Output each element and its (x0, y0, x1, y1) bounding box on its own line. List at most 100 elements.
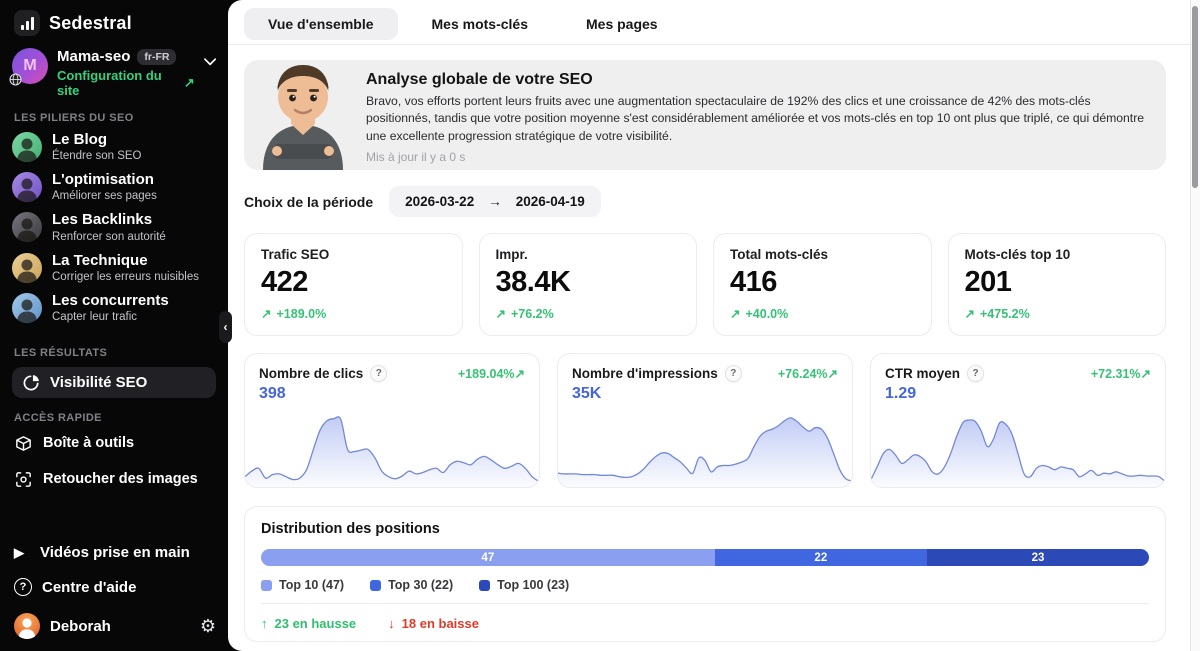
question-mark-badge-icon[interactable]: ? (967, 365, 984, 382)
pillar-avatar (12, 212, 42, 242)
sidebar-collapse-handle[interactable]: ‹ (219, 311, 232, 343)
play-icon: ▶ (14, 545, 30, 561)
site-avatar: M (12, 48, 48, 84)
period-row: Choix de la période 2026-03-22 → 2026-04… (244, 186, 1166, 217)
quick-item-label: Boîte à outils (43, 435, 134, 451)
sedestral-logo-icon (14, 10, 40, 36)
legend-item-top100: Top 100 (23) (479, 578, 569, 592)
trend-up-arrow-icon: ↗ (730, 306, 740, 321)
quick-section-label: ACCÈS RAPIDE (14, 412, 216, 424)
stats-row: Trafic SEO 422 ↗ +189.0% Impr. 38.4K ↗ +… (244, 233, 1166, 336)
sidebar-item-visibilite-seo[interactable]: Visibilité SEO (12, 367, 216, 398)
videos-label: Vidéos prise en main (40, 544, 190, 561)
pillar-title: Les concurrents (52, 293, 169, 309)
scrollbar-thumb[interactable] (1192, 6, 1198, 188)
bar-segment-top30[interactable]: 22 (715, 549, 927, 566)
main-content: Vue d'ensemble Mes mots-clés Mes pages (228, 0, 1200, 651)
pillar-subtitle: Étendre son SEO (52, 150, 142, 162)
distribution-divider (261, 603, 1149, 604)
segment-value: 23 (1032, 552, 1045, 564)
image-retouch-icon (14, 470, 33, 489)
site-config-link[interactable]: Configuration du site ↗ (57, 68, 195, 98)
trend-up-arrow-icon: ↗ (828, 367, 838, 381)
brand[interactable]: Sedestral (12, 10, 216, 36)
bar-segment-top10[interactable]: 47 (261, 549, 715, 566)
site-config-label: Configuration du site (57, 68, 179, 98)
help-label: Centre d'aide (42, 579, 136, 596)
sidebar-item-backlinks[interactable]: Les Backlinks Renforcer son autorité (12, 212, 216, 242)
stat-label: Total mots-clés (730, 247, 915, 262)
sidebar-item-centre-aide[interactable]: ? Centre d'aide (12, 578, 216, 596)
gear-icon[interactable]: ⚙ (200, 616, 216, 637)
pillar-title: Le Blog (52, 132, 142, 148)
bar-segment-top100[interactable]: 23 (927, 549, 1149, 566)
pillar-subtitle: Capter leur trafic (52, 311, 169, 323)
site-info: Mama-seo fr-FR Configuration du site ↗ (57, 48, 195, 98)
pillar-avatar (12, 172, 42, 202)
distribution-title: Distribution des positions (261, 521, 1149, 537)
legend-swatch-icon (261, 580, 272, 591)
question-mark-badge-icon[interactable]: ? (370, 365, 387, 382)
sidebar-item-concurrents[interactable]: Les concurrents Capter leur trafic (12, 293, 216, 323)
distribution-legend: Top 10 (47) Top 30 (22) Top 100 (23) (261, 578, 1149, 592)
sidebar-item-videos[interactable]: ▶ Vidéos prise en main (12, 544, 216, 561)
arrow-right-icon: → (488, 194, 502, 209)
sidebar-item-le-blog[interactable]: Le Blog Étendre son SEO (12, 132, 216, 162)
chart-title: Nombre d'impressions (572, 366, 718, 381)
pillars-section-label: LES PILIERS DU SEO (14, 112, 216, 124)
stat-card-mots-cles-top10: Mots-clés top 10 201 ↗ +475.2% (948, 233, 1167, 336)
scrollbar-track[interactable] (1190, 0, 1200, 651)
user-avatar (14, 613, 40, 639)
arrow-down-icon: ↓ (388, 616, 395, 631)
period-picker[interactable]: 2026-03-22 → 2026-04-19 (389, 186, 601, 217)
area-chart-ctr (871, 403, 1165, 487)
stat-label: Mots-clés top 10 (965, 247, 1150, 262)
pillar-title: L'optimisation (52, 172, 157, 188)
period-end-date[interactable]: 2026-04-19 (516, 194, 585, 209)
sidebar-item-boite-a-outils[interactable]: Boîte à outils (14, 434, 216, 453)
stat-value: 416 (730, 266, 915, 299)
sidebar: Sedestral M Mama-seo fr-FR Configuration… (0, 0, 228, 651)
results-item-label: Visibilité SEO (50, 374, 147, 391)
sidebar-item-technique[interactable]: La Technique Corriger les erreurs nuisib… (12, 253, 216, 283)
pillar-title: Les Backlinks (52, 212, 166, 228)
chart-card-clics: Nombre de clics ? +189.04%↗ 398 (244, 353, 540, 488)
stat-delta-value: +475.2% (980, 307, 1030, 321)
user-row[interactable]: Deborah ⚙ (12, 613, 216, 639)
area-chart-clics (245, 403, 539, 487)
question-mark-badge-icon[interactable]: ? (725, 365, 742, 382)
chart-title: Nombre de clics (259, 366, 363, 381)
legend-swatch-icon (370, 580, 381, 591)
pillar-avatar (12, 293, 42, 323)
period-start-date[interactable]: 2026-03-22 (405, 194, 474, 209)
tab-mes-mots-cles[interactable]: Mes mots-clés (408, 8, 552, 40)
analysis-body: Bravo, vos efforts portent leurs fruits … (366, 93, 1148, 145)
pillar-subtitle: Corriger les erreurs nuisibles (52, 271, 199, 283)
trend-up-arrow-icon: ↗ (965, 306, 975, 321)
stat-label: Trafic SEO (261, 247, 446, 262)
stat-delta: ↗ +40.0% (730, 306, 915, 321)
stacked-position-bar: 47 22 23 (261, 549, 1149, 566)
pillar-title: La Technique (52, 253, 199, 269)
stat-label: Impr. (496, 247, 681, 262)
chevron-down-icon[interactable] (204, 58, 216, 66)
analysis-text: Analyse globale de votre SEO Bravo, vos … (362, 60, 1166, 170)
site-name: Mama-seo (57, 48, 130, 65)
trend-up-arrow-icon: ↗ (496, 306, 506, 321)
arrow-up-icon: ↑ (261, 616, 268, 631)
pillar-avatar (12, 253, 42, 283)
stat-card-impressions: Impr. 38.4K ↗ +76.2% (479, 233, 698, 336)
tab-mes-pages[interactable]: Mes pages (562, 8, 682, 40)
site-selector[interactable]: M Mama-seo fr-FR Configuration du site ↗ (12, 48, 216, 98)
stat-delta: ↗ +475.2% (965, 306, 1150, 321)
stat-delta: ↗ +189.0% (261, 306, 446, 321)
external-link-arrow-icon: ↗ (184, 75, 195, 91)
stat-card-total-mots-cles: Total mots-clés 416 ↗ +40.0% (713, 233, 932, 336)
sidebar-item-retoucher-images[interactable]: Retoucher des images (14, 470, 216, 489)
pillar-subtitle: Améliorer ses pages (52, 190, 157, 202)
legend-swatch-icon (479, 580, 490, 591)
segment-value: 47 (481, 552, 494, 564)
legend-item-top10: Top 10 (47) (261, 578, 344, 592)
tab-vue-densemble[interactable]: Vue d'ensemble (244, 8, 398, 40)
sidebar-item-optimisation[interactable]: L'optimisation Améliorer ses pages (12, 172, 216, 202)
